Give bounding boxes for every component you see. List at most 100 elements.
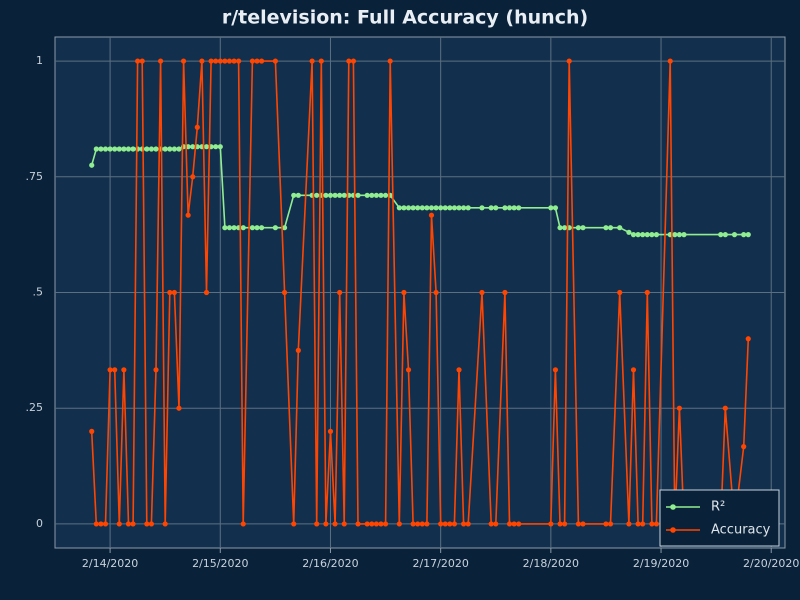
- point: [731, 232, 738, 238]
- point: [745, 336, 751, 342]
- point: [461, 521, 467, 527]
- series: [89, 58, 751, 527]
- y-tick-label: 0: [36, 517, 43, 530]
- point: [502, 205, 508, 211]
- point: [741, 232, 747, 238]
- point: [327, 428, 334, 434]
- point: [667, 58, 673, 64]
- point: [337, 192, 343, 198]
- point: [208, 58, 214, 64]
- legend-box: [659, 489, 780, 547]
- point: [442, 205, 448, 211]
- legend-marker: [670, 527, 676, 533]
- y-tick-label: 1: [36, 54, 43, 67]
- point: [396, 205, 402, 211]
- point: [433, 205, 439, 211]
- point: [167, 146, 173, 152]
- point: [107, 146, 113, 152]
- point: [314, 192, 320, 198]
- point: [653, 232, 660, 238]
- point: [465, 521, 471, 527]
- x-tick-label: 2/20/2020: [743, 557, 799, 570]
- point: [135, 146, 141, 152]
- point: [419, 205, 425, 211]
- chart-title: r/television: Full Accuracy (hunch): [222, 7, 588, 29]
- point: [506, 521, 513, 527]
- point: [190, 174, 196, 180]
- point: [112, 146, 118, 152]
- point: [502, 289, 508, 296]
- legend-marker: [670, 504, 676, 510]
- point: [373, 192, 379, 198]
- point: [456, 367, 462, 373]
- point: [291, 521, 297, 527]
- point: [176, 146, 182, 152]
- point: [382, 521, 389, 527]
- point: [401, 205, 407, 211]
- point: [121, 146, 127, 152]
- point: [438, 521, 444, 527]
- point: [649, 232, 655, 238]
- point: [139, 58, 145, 64]
- point: [171, 146, 177, 152]
- point: [607, 225, 614, 231]
- point: [630, 232, 637, 238]
- point: [240, 225, 246, 231]
- y-tick-label: .25: [26, 401, 44, 414]
- point: [236, 58, 242, 64]
- point: [415, 205, 421, 211]
- point: [548, 205, 554, 211]
- point: [373, 521, 379, 527]
- point: [653, 521, 660, 527]
- point: [640, 232, 646, 238]
- point: [479, 289, 485, 296]
- point: [153, 367, 159, 373]
- y-tick-label: .5: [33, 286, 44, 299]
- point: [566, 58, 572, 64]
- point: [162, 146, 168, 152]
- point: [456, 205, 462, 211]
- x-tick-label: 2/14/2020: [82, 557, 138, 570]
- point: [405, 367, 412, 373]
- point: [548, 521, 554, 527]
- point: [447, 521, 453, 527]
- legend: R² Accuracy: [659, 489, 780, 547]
- point: [562, 225, 568, 231]
- point: [552, 367, 559, 373]
- point: [575, 521, 581, 527]
- point: [364, 192, 370, 198]
- point: [635, 521, 641, 527]
- point: [516, 521, 522, 527]
- point: [369, 192, 375, 198]
- point: [162, 521, 168, 527]
- x-tick-label: 2/15/2020: [192, 557, 248, 570]
- point: [148, 146, 155, 152]
- point: [203, 289, 210, 296]
- point: [295, 192, 301, 198]
- point: [180, 58, 187, 64]
- point: [676, 405, 683, 411]
- point: [433, 289, 439, 296]
- y-tick-label: .75: [26, 170, 44, 183]
- point: [281, 289, 288, 296]
- point: [451, 521, 458, 527]
- x-tick-label: 2/19/2020: [633, 557, 689, 570]
- point: [649, 521, 655, 527]
- point: [217, 144, 223, 150]
- point: [562, 521, 568, 527]
- point: [635, 232, 641, 238]
- point: [341, 521, 347, 527]
- point: [254, 58, 260, 64]
- point: [89, 162, 95, 168]
- point: [102, 146, 109, 152]
- point: [139, 146, 145, 152]
- point: [240, 521, 246, 527]
- point: [125, 146, 132, 152]
- point: [493, 521, 499, 527]
- point: [249, 58, 256, 64]
- point: [93, 146, 99, 152]
- point: [511, 205, 517, 211]
- point: [222, 58, 228, 64]
- point: [718, 232, 724, 238]
